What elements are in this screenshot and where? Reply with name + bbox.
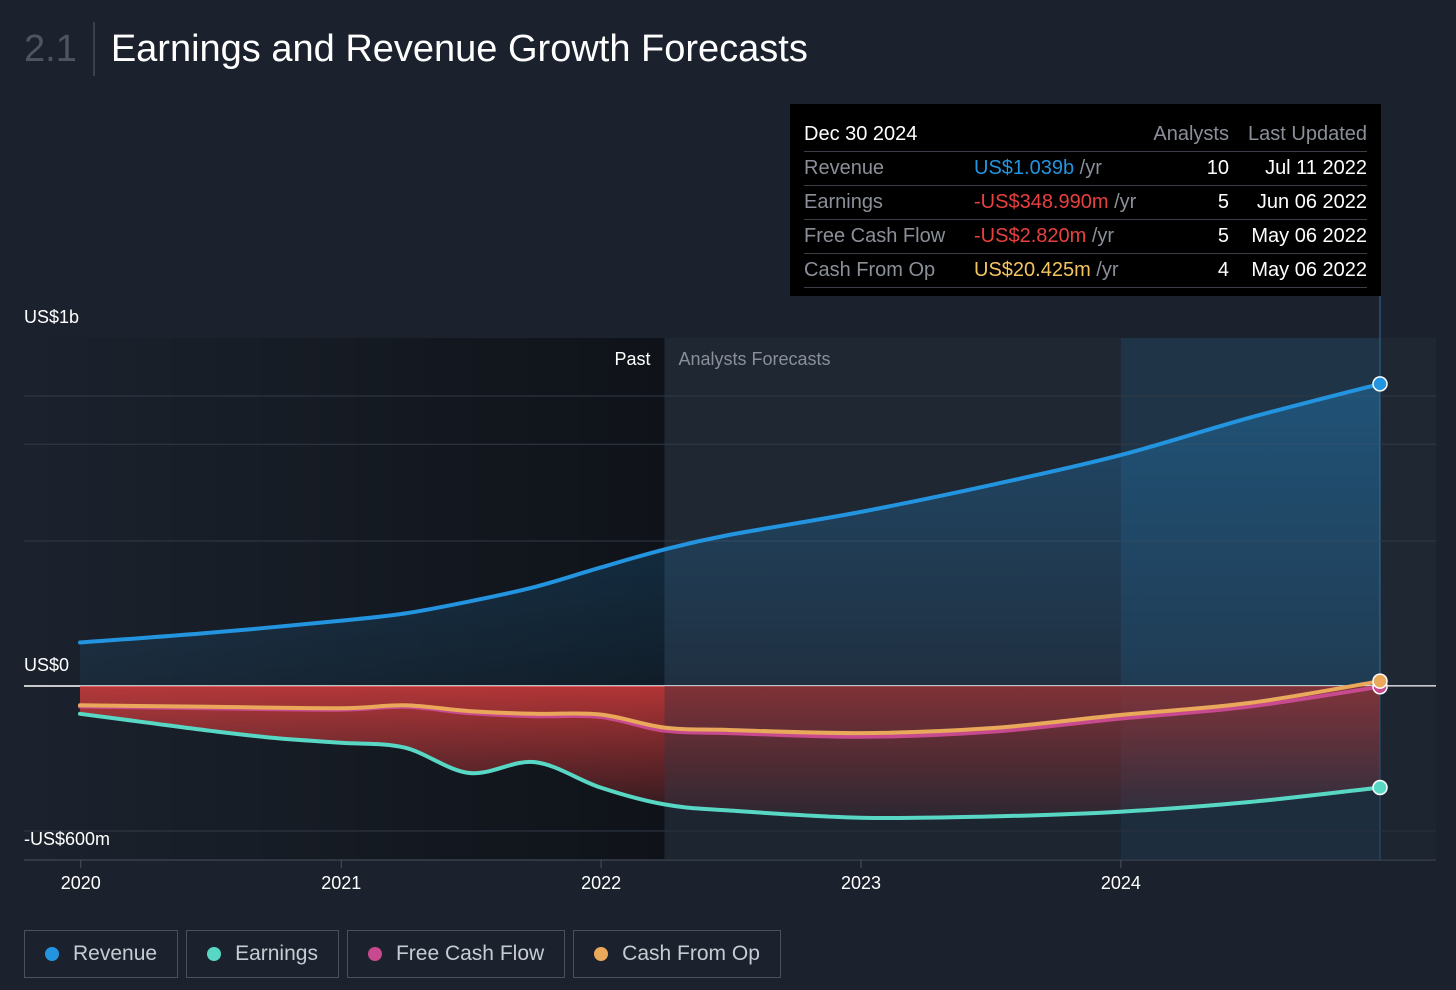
tooltip-table: Dec 30 2024 Analysts Last Updated Revenu… bbox=[804, 118, 1367, 288]
tooltip-row-value: -US$2.820m /yr bbox=[974, 219, 1149, 254]
tooltip-row-analysts: 4 bbox=[1149, 253, 1229, 288]
y-axis-tick-label: US$1b bbox=[24, 307, 79, 327]
tooltip-row-updated: May 06 2022 bbox=[1229, 253, 1367, 288]
chart-labels: US$1b US$0 -US$600m 2020 2021 2022 2023 2024 Pas… bbox=[24, 307, 1141, 893]
tooltip-last-updated-header: Last Updated bbox=[1248, 123, 1367, 145]
past-label: Past bbox=[614, 349, 650, 369]
cash-from-op-line bbox=[78, 679, 1382, 736]
section-number: 2.1 bbox=[24, 22, 95, 76]
legend-label: Free Cash Flow bbox=[395, 942, 545, 965]
tooltip-value-unit: /yr bbox=[1074, 157, 1102, 179]
tooltip-row-label: Cash From Op bbox=[804, 253, 974, 288]
x-axis-tick-label: 2020 bbox=[61, 873, 101, 893]
legend-color-dot bbox=[367, 947, 382, 961]
tooltip-value-unit: /yr bbox=[1086, 225, 1115, 247]
legend-color-dot bbox=[45, 947, 59, 961]
tooltip-value-amount: US$20.425m bbox=[974, 259, 1091, 281]
tooltip-value-amount: -US$348.990m bbox=[974, 191, 1109, 213]
legend-toggle-revenue[interactable]: Revenue bbox=[24, 930, 179, 978]
tooltip-value-amount: US$1.039b bbox=[974, 157, 1075, 179]
tooltip-row: Earnings -US$348.990m /yr 5 Jun 06 2022 bbox=[804, 185, 1367, 220]
tooltip-row-analysts: 5 bbox=[1149, 185, 1229, 220]
tooltip-row: Free Cash Flow -US$2.820m /yr 5 May 06 2022 bbox=[804, 219, 1367, 254]
forecast-label: Analysts Forecasts bbox=[679, 349, 831, 369]
earnings-area bbox=[80, 686, 1380, 819]
chart-endpoint-markers bbox=[1372, 376, 1388, 796]
page-title: Earnings and Revenue Growth Forecasts bbox=[110, 28, 808, 70]
tooltip-value-unit: /yr bbox=[1108, 191, 1137, 213]
tooltip-analysts-header: Analysts bbox=[1153, 123, 1229, 145]
legend-color-dot bbox=[207, 947, 222, 961]
y-axis-tick-label: -US$600m bbox=[24, 829, 110, 849]
tooltip-row-value: US$20.425m /yr bbox=[974, 253, 1149, 288]
revenue-end-marker bbox=[1372, 376, 1388, 392]
tooltip-row-analysts: 5 bbox=[1149, 219, 1229, 254]
legend-label: Revenue bbox=[73, 942, 158, 965]
cash-from-op-end-marker bbox=[1372, 673, 1388, 689]
x-axis-tick-label: 2021 bbox=[321, 873, 361, 893]
legend-label: Earnings bbox=[235, 942, 318, 965]
tooltip-row: Cash From Op US$20.425m /yr 4 May 06 2022 bbox=[804, 253, 1367, 288]
data-tooltip: Dec 30 2024 Analysts Last Updated Revenu… bbox=[790, 104, 1381, 296]
x-axis-tick-label: 2023 bbox=[841, 873, 881, 893]
earnings-end-marker bbox=[1372, 779, 1388, 796]
tooltip-row-label: Free Cash Flow bbox=[804, 219, 974, 254]
chart-legend: Revenue Earnings Free Cash Flow Cash From O… bbox=[24, 930, 781, 978]
y-axis-tick-label: US$0 bbox=[24, 655, 69, 675]
tooltip-row-label: Revenue bbox=[804, 151, 974, 186]
revenue-line bbox=[78, 381, 1382, 645]
tooltip-row-value: US$1.039b /yr bbox=[974, 151, 1149, 186]
legend-color-dot bbox=[594, 947, 609, 961]
tooltip-row-updated: Jul 11 2022 bbox=[1229, 151, 1367, 186]
tooltip-rows: Revenue US$1.039b /yr 10 Jul 11 2022 Earning… bbox=[804, 151, 1367, 288]
forecast-area-overlay bbox=[664, 686, 1436, 860]
chart-header: 2.1 Earnings and Revenue Growth Forecast… bbox=[24, 22, 808, 76]
chart-series-lines bbox=[78, 381, 1382, 821]
earnings-line bbox=[78, 711, 1382, 821]
tooltip-date: Dec 30 2024 bbox=[804, 123, 918, 145]
tooltip-row-analysts: 10 bbox=[1149, 151, 1229, 186]
tooltip-row-updated: Jun 06 2022 bbox=[1229, 185, 1367, 220]
x-axis-tick-label: 2022 bbox=[581, 873, 621, 893]
tooltip-value-amount: -US$2.820m bbox=[974, 225, 1087, 247]
tooltip-row-updated: May 06 2022 bbox=[1229, 219, 1367, 254]
tooltip-row-value: -US$348.990m /yr bbox=[974, 185, 1149, 220]
legend-toggle-earnings[interactable]: Earnings bbox=[186, 930, 339, 978]
legend-toggle-cash-from-op[interactable]: Cash From Op bbox=[573, 930, 781, 978]
legend-label: Cash From Op bbox=[622, 942, 760, 965]
growth-forecast-chart[interactable]: US$1b US$0 -US$600m 2020 2021 2022 2023 2024 Pas… bbox=[0, 0, 1456, 920]
tooltip-row-label: Earnings bbox=[804, 185, 974, 220]
legend-toggle-free-cash-flow[interactable]: Free Cash Flow bbox=[346, 930, 566, 978]
tooltip-value-unit: /yr bbox=[1090, 259, 1119, 281]
x-axis-tick-label: 2024 bbox=[1101, 873, 1141, 893]
tooltip-row: Revenue US$1.039b /yr 10 Jul 11 2022 bbox=[804, 151, 1367, 186]
